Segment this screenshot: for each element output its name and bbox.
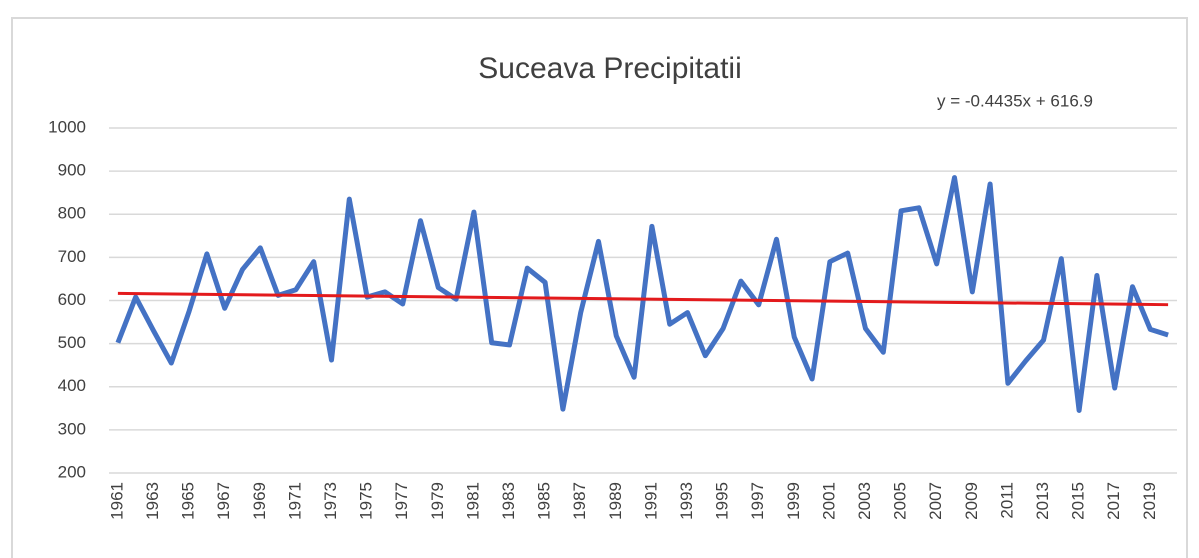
x-tick-label: 1961 [107, 482, 126, 520]
x-tick-label: 1965 [179, 482, 198, 520]
x-tick-label: 1995 [713, 482, 732, 520]
chart-frame [11, 17, 1188, 558]
chart-title: Suceava Precipitatii [478, 52, 741, 85]
x-tick-label: 2005 [891, 482, 910, 520]
x-tick-label: 1993 [677, 482, 696, 520]
x-tick-label: 1991 [641, 482, 660, 520]
x-tick-label: 1971 [285, 482, 304, 520]
x-tick-label: 1999 [784, 482, 803, 520]
x-tick-label: 1989 [606, 482, 625, 520]
y-tick-label: 900 [58, 161, 86, 180]
x-tick-label: 1987 [570, 482, 589, 520]
x-tick-label: 2015 [1069, 482, 1088, 520]
x-tick-label: 2011 [997, 482, 1016, 519]
x-tick-label: 1985 [535, 482, 554, 520]
x-tick-label: 2017 [1104, 482, 1123, 520]
x-tick-label: 1973 [321, 482, 340, 520]
x-tick-label: 1969 [250, 482, 269, 520]
y-tick-label: 400 [58, 376, 86, 395]
x-tick-label: 1975 [357, 482, 376, 520]
x-tick-label: 2009 [962, 482, 981, 520]
y-tick-label: 1000 [48, 117, 86, 136]
x-tick-label: 1977 [392, 482, 411, 520]
x-tick-label: 1997 [748, 482, 767, 520]
y-tick-label: 600 [58, 290, 86, 309]
x-tick-label: 1967 [214, 482, 233, 520]
x-tick-label: 2019 [1140, 482, 1159, 520]
x-tick-label: 1983 [499, 482, 518, 520]
x-tick-label: 2003 [855, 482, 874, 520]
x-tick-label: 2007 [926, 482, 945, 520]
trendline [117, 291, 1169, 307]
x-tick-label: 2013 [1033, 482, 1052, 520]
y-tick-label: 200 [58, 462, 86, 481]
x-tick-label: 1963 [143, 482, 162, 520]
x-tick-label: 2001 [819, 482, 838, 520]
y-tick-label: 500 [58, 333, 86, 352]
y-tick-label: 300 [58, 419, 86, 438]
x-tick-label: 1979 [428, 482, 447, 520]
x-tick-label: 1981 [463, 482, 482, 520]
y-tick-label: 800 [58, 204, 86, 223]
data-line [115, 175, 1169, 413]
trendline-label: y = -0.4435x + 616.9 [937, 91, 1093, 110]
y-tick-label: 700 [58, 247, 86, 266]
